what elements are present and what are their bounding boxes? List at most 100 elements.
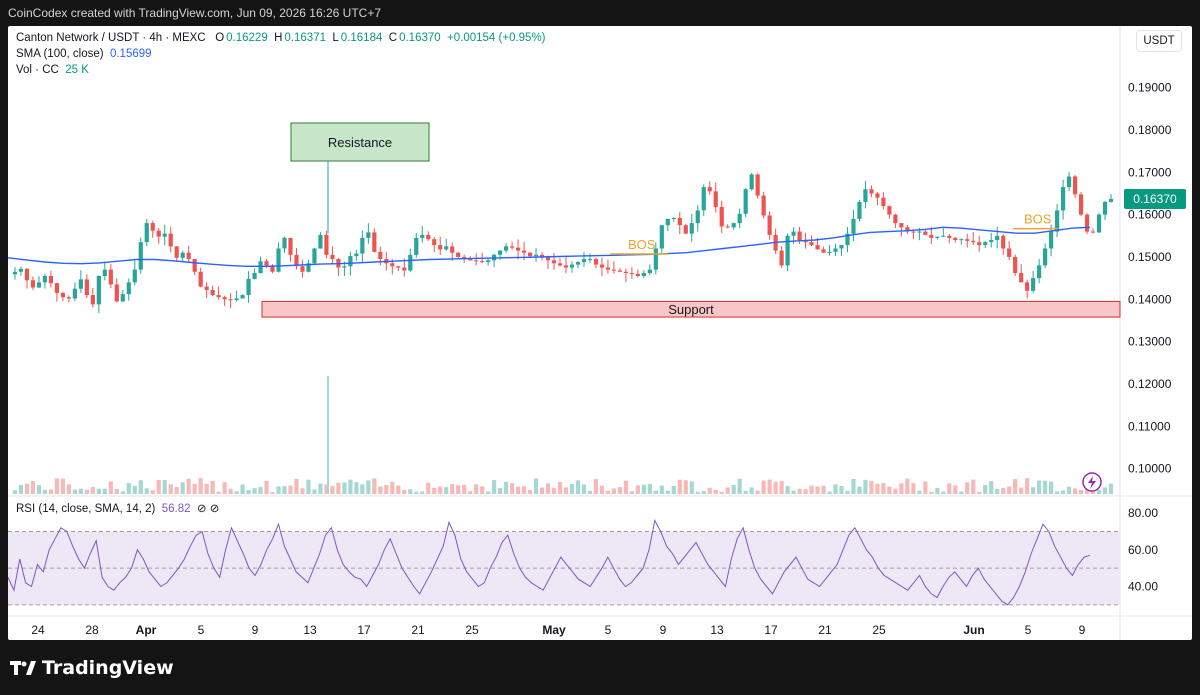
candle-body	[12, 271, 18, 275]
candle-body	[288, 237, 293, 255]
volume-bar	[695, 491, 700, 494]
volume-bar	[863, 479, 868, 494]
candle-body	[701, 187, 706, 211]
volume-bar	[791, 490, 796, 494]
volume-bar	[869, 480, 874, 494]
volume-bar	[492, 480, 497, 494]
volume-bar	[719, 491, 724, 494]
volume-bar	[342, 482, 347, 494]
price-tick-label: 0.17000	[1128, 165, 1172, 179]
candle-body	[617, 270, 622, 272]
candle-body	[893, 214, 898, 224]
candle-body	[707, 187, 712, 192]
candle-body	[551, 260, 557, 264]
candle-body	[504, 246, 509, 251]
resistance-label: Resistance	[328, 135, 392, 150]
candle-body	[863, 189, 868, 202]
volume-bar	[671, 485, 676, 494]
time-tick-label: 21	[818, 623, 832, 637]
volume-bar	[929, 491, 934, 494]
volume-bar	[450, 484, 455, 494]
volume-bar	[300, 488, 305, 494]
volume-bar	[803, 489, 808, 494]
legend-l-label: L	[332, 32, 339, 44]
volume-bar	[156, 479, 161, 494]
candle-body	[587, 259, 593, 261]
price-tick-label: 0.18000	[1128, 123, 1172, 137]
candle-body	[444, 246, 449, 250]
price-tick-label: 0.15000	[1128, 250, 1172, 264]
volume-bar	[474, 484, 479, 494]
candle-body	[869, 189, 874, 194]
tradingview-mark-icon	[10, 659, 36, 677]
candle-body	[695, 210, 700, 224]
candle-body	[959, 239, 964, 241]
volume-bar	[438, 486, 443, 494]
volume-bar	[557, 482, 563, 494]
candle-body	[833, 248, 838, 252]
candle-body	[653, 248, 658, 270]
volume-bar	[965, 482, 970, 494]
time-tick-label: Jun	[963, 623, 984, 637]
volume-bar	[1019, 487, 1024, 494]
support-zone	[261, 300, 1121, 318]
candle-body	[809, 242, 814, 246]
volume-bar	[60, 478, 66, 494]
candle-body	[18, 268, 24, 272]
volume-bar	[1025, 478, 1030, 494]
volume-bar	[623, 480, 628, 494]
candle-body	[581, 259, 587, 263]
candle-body	[186, 252, 191, 260]
volume-bar	[432, 487, 437, 494]
volume-bar	[420, 491, 425, 494]
candle-body	[1072, 176, 1078, 195]
chart-svg[interactable]: 0.19000 0.18000 0.17000 0.16000 0.15000 0.140…	[8, 26, 1192, 640]
volume-bar	[402, 489, 407, 494]
tradingview-logo[interactable]: TradingView	[10, 657, 174, 679]
volume-bar	[881, 483, 886, 494]
volume-bar	[108, 481, 113, 494]
candle-body	[66, 297, 71, 299]
volume-bar	[126, 482, 131, 494]
candle-body	[1037, 265, 1042, 279]
volume-bar	[743, 490, 748, 494]
volume-bar	[1096, 489, 1102, 494]
rsi-visibility-icons[interactable]: ⊘ ⊘	[196, 503, 220, 515]
volume-bar	[324, 484, 329, 494]
legend-c-label: C	[388, 32, 398, 44]
volume-bar	[378, 486, 383, 494]
volume-bar	[839, 485, 844, 494]
candle-body	[246, 278, 251, 296]
volume-bar	[737, 478, 742, 494]
candle-body	[96, 276, 101, 305]
volume-bar	[252, 488, 257, 494]
candle-body	[240, 295, 245, 299]
candle-body	[468, 259, 473, 261]
candle-body	[78, 279, 83, 289]
candle-body	[192, 259, 197, 272]
candle-body	[1049, 231, 1054, 249]
volume-bar	[923, 481, 928, 494]
candle-body	[641, 273, 646, 276]
candle-body	[486, 260, 491, 263]
volume-bar	[186, 478, 191, 494]
legend-sma-value: 0.15699	[109, 48, 152, 60]
volume-spike	[327, 376, 329, 494]
volume-bar	[629, 491, 634, 494]
volume-bar	[707, 487, 712, 494]
time-tick-label: 9	[660, 623, 667, 637]
volume-bar	[354, 482, 359, 494]
price-tick-label: 0.13000	[1128, 335, 1172, 349]
candle-body	[1084, 214, 1090, 232]
price-tick-label: 0.16000	[1128, 208, 1172, 222]
volume-bar	[647, 483, 652, 494]
legend-vol-label: Vol · CC	[16, 64, 59, 76]
chart-area[interactable]: 0.19000 0.18000 0.17000 0.16000 0.15000 0.140…	[8, 26, 1192, 640]
volume-bar	[779, 481, 784, 494]
currency-selector[interactable]: USDT	[1136, 30, 1182, 52]
candle-body	[635, 273, 640, 276]
volume-bar	[228, 488, 233, 494]
support-label: Support	[668, 302, 714, 317]
volume-bar	[210, 480, 215, 494]
